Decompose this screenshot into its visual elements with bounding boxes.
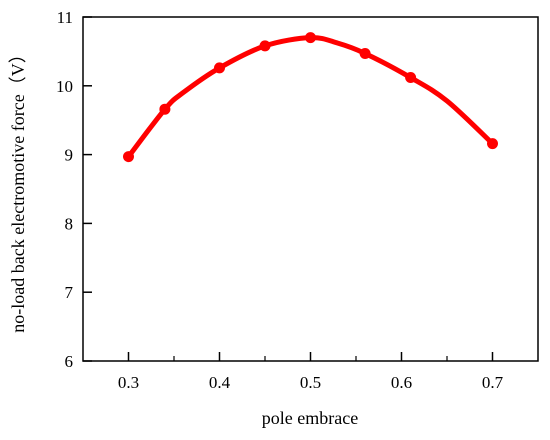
data-point [487, 138, 498, 150]
ticks-layer [83, 16, 494, 362]
y-tick-label: 8 [65, 214, 74, 233]
data-point [123, 151, 134, 163]
data-point [259, 40, 271, 52]
y-tick-label: 10 [56, 77, 73, 96]
x-tick-label: 0.6 [391, 373, 412, 392]
x-axis-label: pole embrace [262, 408, 358, 428]
x-tick-label: 0.4 [209, 373, 231, 392]
data-point [214, 62, 225, 74]
y-tick-label: 9 [65, 146, 74, 165]
y-axis-label: no-load back electromotive force（V） [8, 45, 28, 332]
y-tick-label: 11 [57, 8, 73, 27]
x-tick-label: 0.7 [482, 373, 504, 392]
labels-layer: 0.3 0.4 0.5 0.6 0.7 6 7 8 9 10 11 [56, 8, 504, 392]
y-tick-label: 7 [65, 283, 74, 302]
data-point [305, 32, 316, 44]
y-tick-label: 6 [65, 352, 74, 371]
data-point [159, 103, 171, 115]
data-point [405, 72, 417, 84]
series-layer [123, 32, 498, 163]
x-tick-label: 0.5 [300, 373, 321, 392]
data-point [359, 47, 371, 59]
plot-area [82, 16, 539, 362]
x-tick-label: 0.3 [118, 373, 139, 392]
